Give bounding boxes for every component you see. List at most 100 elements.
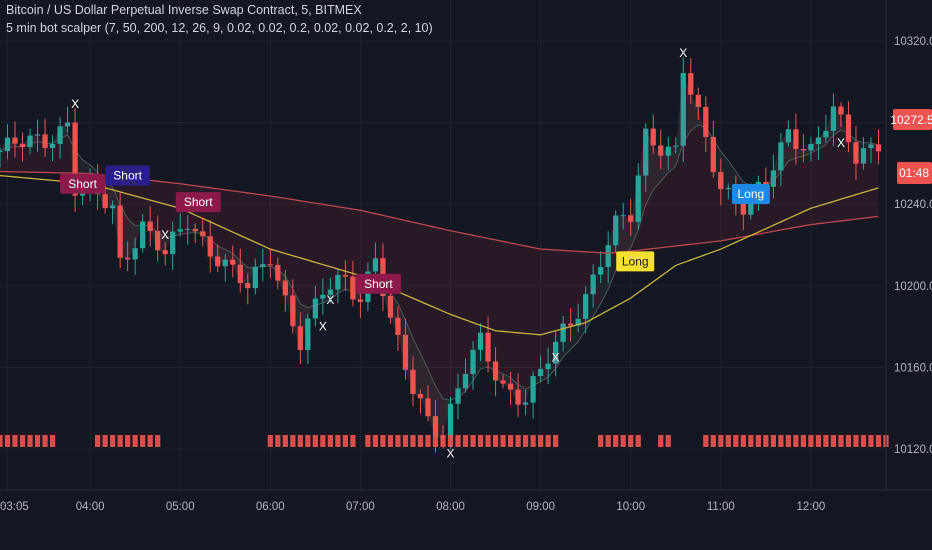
candle-body <box>470 349 476 375</box>
candle-body <box>860 148 867 164</box>
bottom-marker <box>808 435 814 447</box>
bottom-marker <box>793 435 799 447</box>
time-tick-label: 09:00 <box>526 501 555 513</box>
candle-body <box>42 134 48 148</box>
candle-body <box>432 416 439 437</box>
ema7-fill <box>0 73 879 438</box>
signal-label: Short <box>184 195 213 209</box>
candle-body <box>305 318 311 350</box>
candle-body <box>342 274 349 277</box>
candle-body <box>477 332 484 350</box>
candle-body <box>560 323 566 342</box>
ema200-band <box>0 73 879 438</box>
candle-body <box>200 231 206 237</box>
bottom-marker <box>4 435 11 447</box>
time-axis[interactable]: 03:05 04:00 05:00 06:00 07:00 08:00 09:00 10:00… <box>0 489 932 513</box>
candle-body <box>680 73 686 146</box>
candle-body <box>320 294 326 299</box>
indicator-legend[interactable]: 5 min bot scalper (7, 50, 200, 12, 26, 9… <box>6 21 433 35</box>
candle-body <box>868 144 874 149</box>
bottom-marker <box>470 435 476 447</box>
ema7-band <box>0 73 879 438</box>
bottom-marker <box>297 435 303 447</box>
candle-body <box>658 145 664 156</box>
candle-body <box>64 122 71 127</box>
signal-labels: Short Short Short Short Long Long <box>60 165 770 294</box>
candle-body <box>140 221 146 249</box>
bottom-marker <box>830 435 837 447</box>
candle-body <box>492 361 499 381</box>
bar-timer-box <box>897 162 932 184</box>
bottom-marker <box>117 435 123 447</box>
bottom-marker <box>658 435 664 447</box>
candle-body <box>770 170 777 187</box>
candle-body <box>462 374 469 389</box>
price-tick-label: 10240.0 <box>894 199 932 211</box>
time-tick-label: 03:05 <box>0 501 29 513</box>
bottom-marker <box>800 435 807 447</box>
exit-mark: X <box>679 46 687 60</box>
bottom-marker <box>628 435 634 447</box>
candle-body <box>125 257 131 260</box>
candle-body <box>575 318 581 326</box>
bottom-marker <box>275 435 281 447</box>
bottom-marker <box>718 435 724 447</box>
candle-body <box>57 126 63 144</box>
signal-label-box <box>60 173 106 194</box>
exit-mark: X <box>552 350 560 364</box>
candle-body <box>282 280 288 296</box>
candle-body <box>252 266 258 289</box>
exit-mark: X <box>71 97 79 111</box>
signal-label: Short <box>113 169 142 183</box>
candle-body <box>552 341 559 364</box>
bottom-marker <box>815 435 822 447</box>
exit-mark: X <box>161 228 169 242</box>
bottom-marker <box>455 435 461 447</box>
candle-body <box>12 137 18 144</box>
candle-body <box>387 296 394 318</box>
candle-body <box>703 107 709 137</box>
bottom-marker <box>755 435 761 447</box>
bottom-marker <box>763 435 769 447</box>
bottom-marker <box>838 435 844 447</box>
candle-body <box>515 389 521 405</box>
candle-body <box>673 145 679 147</box>
bottom-marker <box>312 435 318 447</box>
candle-body <box>500 380 506 384</box>
time-tick-label: 05:00 <box>166 501 195 513</box>
candle-body <box>27 135 33 148</box>
bottom-marker <box>522 435 529 447</box>
candle-body <box>327 289 334 295</box>
bottom-marker <box>290 435 296 447</box>
bottom-marker <box>94 435 101 447</box>
bottom-marker <box>710 435 716 447</box>
bottom-marker <box>530 435 536 447</box>
bottom-marker <box>770 435 777 447</box>
candles <box>0 57 882 453</box>
signal-label-box <box>105 165 151 186</box>
bottom-marker <box>703 435 709 447</box>
bottom-marker <box>432 435 439 447</box>
candle-body <box>245 283 251 289</box>
candle-body <box>237 264 243 284</box>
candle-body <box>410 369 416 394</box>
candle-body <box>823 130 829 138</box>
bottom-marker <box>665 435 671 447</box>
candle-body <box>0 151 3 153</box>
candle-body <box>350 276 356 300</box>
candle-body <box>522 402 529 405</box>
candle-body <box>297 326 303 350</box>
candle-body <box>530 376 536 403</box>
candle-body <box>793 129 799 149</box>
time-tick-label: 07:00 <box>346 501 375 513</box>
bottom-marker <box>372 435 379 447</box>
candle-body <box>177 229 183 232</box>
candle-body <box>628 215 634 222</box>
time-tick-label: 06:00 <box>256 501 285 513</box>
candle-body <box>72 122 78 196</box>
candle-body <box>718 172 724 190</box>
candle-body <box>357 299 364 302</box>
bottom-markers <box>0 435 889 447</box>
bottom-marker <box>605 435 611 447</box>
